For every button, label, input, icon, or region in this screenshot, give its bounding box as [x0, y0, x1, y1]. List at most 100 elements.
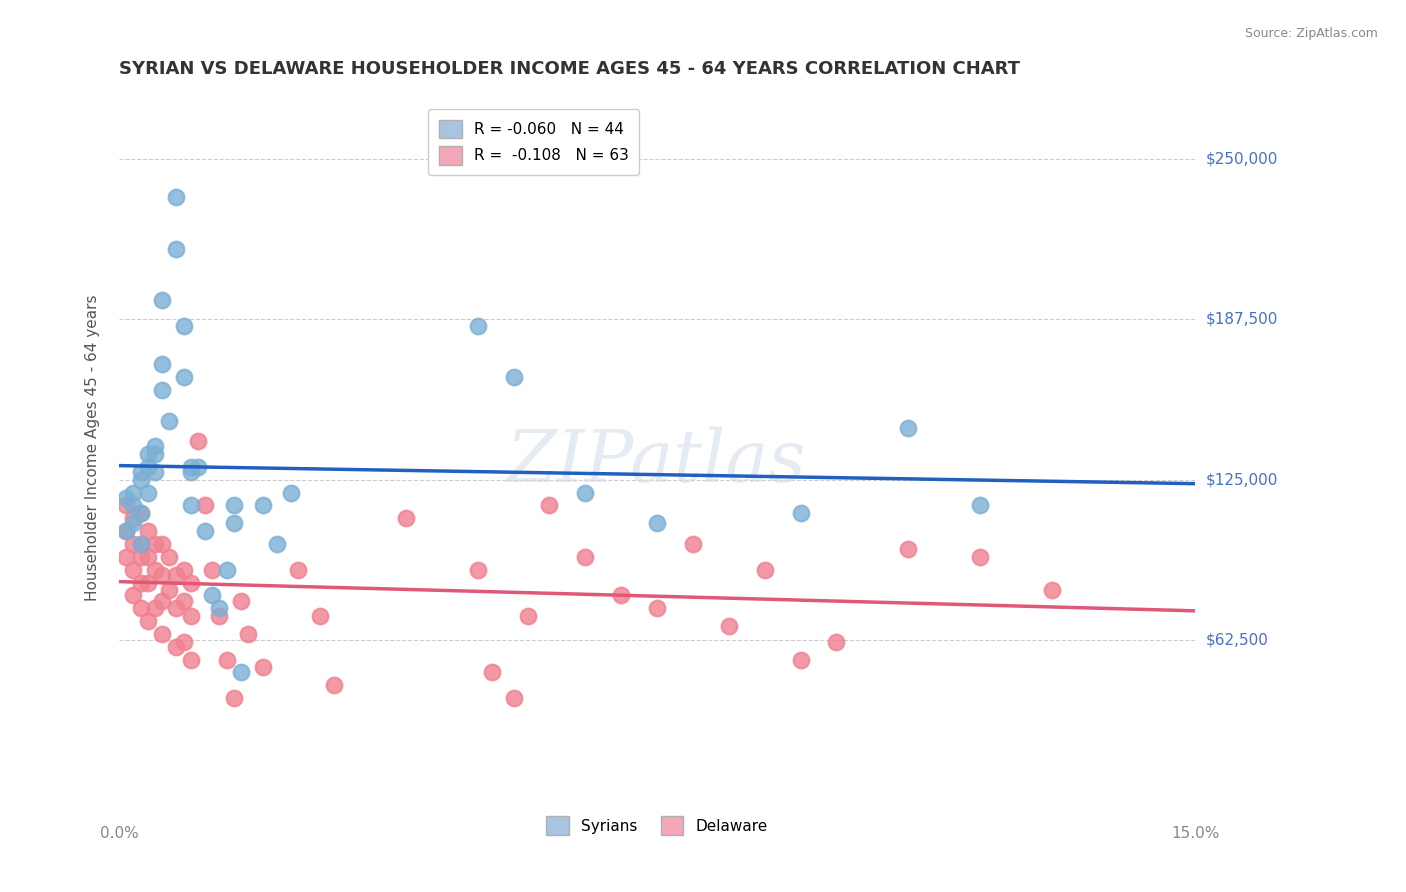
Point	[122, 499, 145, 513]
Legend: Syrians, Delaware: Syrians, Delaware	[538, 809, 776, 843]
Point	[754, 563, 776, 577]
Point	[229, 593, 252, 607]
Point	[150, 383, 173, 397]
Point	[129, 537, 152, 551]
Point	[136, 575, 159, 590]
Point	[187, 459, 209, 474]
Point	[481, 665, 503, 680]
Point	[115, 524, 138, 538]
Point	[502, 691, 524, 706]
Point	[682, 537, 704, 551]
Point	[252, 499, 274, 513]
Point	[467, 318, 489, 333]
Text: $250,000: $250,000	[1206, 151, 1278, 166]
Text: $187,500: $187,500	[1206, 311, 1278, 326]
Point	[194, 499, 217, 513]
Point	[969, 549, 991, 564]
Point	[150, 537, 173, 551]
Text: 0.0%: 0.0%	[100, 826, 138, 841]
Point	[165, 601, 187, 615]
Point	[645, 601, 668, 615]
Point	[208, 601, 231, 615]
Point	[187, 434, 209, 449]
Point	[194, 524, 217, 538]
Point	[180, 499, 202, 513]
Point	[502, 370, 524, 384]
Text: Source: ZipAtlas.com: Source: ZipAtlas.com	[1244, 27, 1378, 40]
Point	[129, 575, 152, 590]
Point	[136, 485, 159, 500]
Point	[201, 563, 224, 577]
Point	[252, 660, 274, 674]
Point	[157, 549, 180, 564]
Point	[115, 491, 138, 505]
Text: SYRIAN VS DELAWARE HOUSEHOLDER INCOME AGES 45 - 64 YEARS CORRELATION CHART: SYRIAN VS DELAWARE HOUSEHOLDER INCOME AG…	[120, 60, 1019, 78]
Point	[789, 652, 811, 666]
Point	[323, 678, 346, 692]
Text: 15.0%: 15.0%	[1171, 826, 1219, 841]
Point	[129, 601, 152, 615]
Point	[157, 583, 180, 598]
Point	[143, 447, 166, 461]
Point	[173, 593, 195, 607]
Point	[516, 608, 538, 623]
Point	[136, 524, 159, 538]
Point	[150, 567, 173, 582]
Text: $62,500: $62,500	[1206, 632, 1270, 648]
Point	[215, 652, 238, 666]
Point	[136, 614, 159, 628]
Text: $125,000: $125,000	[1206, 472, 1278, 487]
Point	[122, 537, 145, 551]
Point	[574, 549, 596, 564]
Point	[180, 608, 202, 623]
Point	[143, 563, 166, 577]
Point	[201, 588, 224, 602]
Point	[180, 575, 202, 590]
Point	[222, 516, 245, 531]
Point	[645, 516, 668, 531]
Point	[173, 563, 195, 577]
Point	[122, 511, 145, 525]
Point	[129, 506, 152, 520]
Point	[143, 465, 166, 479]
Point	[897, 421, 920, 435]
Point	[129, 549, 152, 564]
Point	[115, 524, 138, 538]
Point	[150, 627, 173, 641]
Point	[825, 634, 848, 648]
Point	[180, 459, 202, 474]
Point	[165, 190, 187, 204]
Point	[165, 567, 187, 582]
Point	[309, 608, 332, 623]
Point	[173, 318, 195, 333]
Point	[136, 549, 159, 564]
Point	[969, 499, 991, 513]
Point	[122, 516, 145, 531]
Point	[129, 465, 152, 479]
Point	[115, 499, 138, 513]
Point	[280, 485, 302, 500]
Point	[1040, 583, 1063, 598]
Point	[115, 549, 138, 564]
Point	[143, 439, 166, 453]
Point	[180, 465, 202, 479]
Point	[238, 627, 260, 641]
Point	[122, 588, 145, 602]
Point	[129, 537, 152, 551]
Point	[287, 563, 309, 577]
Point	[122, 563, 145, 577]
Point	[717, 619, 740, 633]
Point	[538, 499, 561, 513]
Point	[165, 640, 187, 654]
Y-axis label: Householder Income Ages 45 - 64 years: Householder Income Ages 45 - 64 years	[86, 294, 100, 601]
Point	[165, 242, 187, 256]
Point	[150, 593, 173, 607]
Point	[266, 537, 288, 551]
Point	[129, 506, 152, 520]
Point	[222, 499, 245, 513]
Point	[897, 542, 920, 557]
Point	[173, 634, 195, 648]
Point	[610, 588, 633, 602]
Point	[229, 665, 252, 680]
Point	[150, 293, 173, 307]
